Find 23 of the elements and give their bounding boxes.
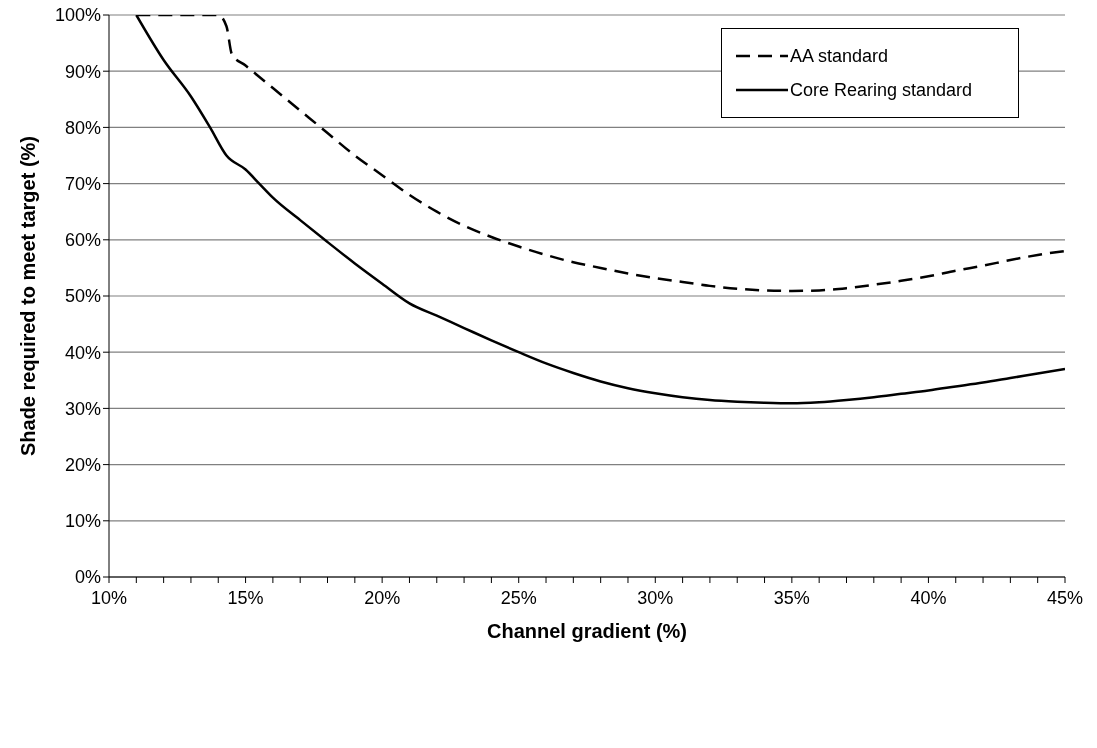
- y-tick-label: 10%: [64, 511, 101, 532]
- x-tick-label: 40%: [910, 587, 947, 608]
- y-tick-label: 50%: [64, 286, 101, 307]
- x-tick-label: 35%: [773, 587, 810, 608]
- x-tick-label: 15%: [227, 587, 264, 608]
- legend-label: Core Rearing standard: [790, 79, 973, 101]
- y-tick-label: 60%: [64, 230, 101, 251]
- y-tick-label: 100%: [54, 5, 101, 26]
- y-tick-label: 0%: [74, 567, 101, 588]
- y-tick-label: 40%: [64, 342, 101, 363]
- x-tick-label: 20%: [364, 587, 401, 608]
- x-tick-label: 10%: [90, 587, 128, 608]
- y-tick-label: 90%: [64, 61, 101, 82]
- y-axis-title: Shade required to meet target (%): [17, 135, 39, 457]
- x-tick-label: 25%: [500, 587, 537, 608]
- x-tick-label: 45%: [1046, 587, 1084, 608]
- y-tick-label: 70%: [64, 173, 101, 194]
- y-tick-label: 20%: [64, 454, 101, 475]
- x-tick-label: 30%: [637, 587, 674, 608]
- y-tick-label: 80%: [64, 117, 101, 138]
- x-axis-title: Channel gradient (%): [486, 620, 688, 643]
- y-tick-label: 30%: [64, 398, 101, 419]
- legend-label: AA standard: [790, 45, 889, 67]
